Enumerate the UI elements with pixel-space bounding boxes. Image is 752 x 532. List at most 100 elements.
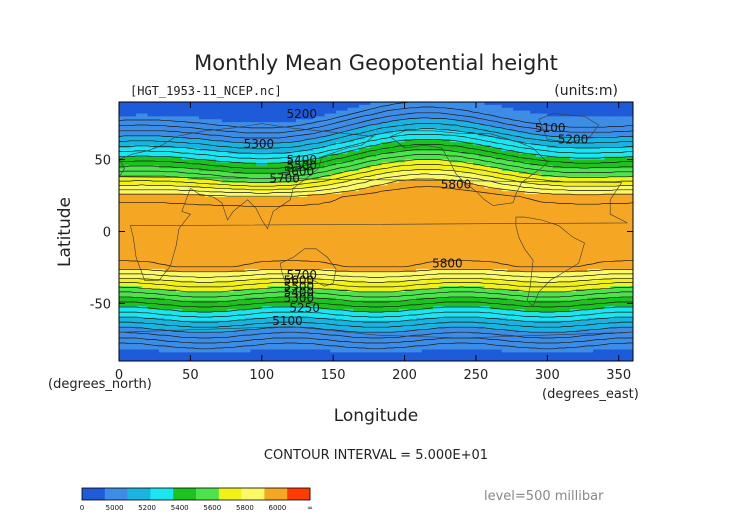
- band-cell: [381, 234, 389, 238]
- band-cell: [501, 234, 508, 238]
- band-cell: [427, 133, 434, 138]
- band-cell: [307, 208, 314, 212]
- band-cell: [393, 173, 400, 178]
- band-cell: [381, 199, 389, 204]
- band-cell: [198, 159, 206, 164]
- band-cell: [364, 240, 371, 244]
- band-cell: [421, 214, 428, 218]
- band-cell: [119, 148, 126, 152]
- band-cell: [593, 251, 600, 256]
- band-cell: [153, 199, 160, 204]
- band-cell: [558, 225, 566, 230]
- band-cell: [513, 217, 520, 221]
- band-cell: [627, 185, 633, 189]
- band-cell: [513, 133, 520, 138]
- band-cell: [381, 194, 389, 198]
- band-cell: [513, 196, 520, 201]
- band-cell: [347, 185, 354, 189]
- band-cell: [284, 130, 291, 135]
- band-cell: [553, 254, 560, 258]
- band-cell: [524, 168, 531, 172]
- band-cell: [124, 162, 132, 166]
- band-cell: [570, 156, 577, 161]
- band-cell: [364, 248, 371, 253]
- band-cell: [467, 133, 474, 138]
- band-cell: [484, 162, 491, 166]
- band-cell: [376, 145, 383, 149]
- band-cell: [147, 107, 154, 112]
- band-cell: [301, 125, 309, 129]
- band-cell: [261, 214, 269, 218]
- band-cell: [358, 214, 366, 218]
- band-cell: [450, 257, 457, 261]
- band-cell: [158, 162, 166, 166]
- band-cell: [495, 171, 503, 175]
- band-cell: [404, 168, 411, 172]
- band-cell: [621, 107, 628, 112]
- band-cell: [250, 130, 257, 135]
- band-cell: [433, 194, 440, 198]
- band-cell: [147, 248, 154, 253]
- band-cell: [221, 104, 229, 109]
- band-cell: [164, 122, 171, 126]
- band-cell: [564, 113, 571, 117]
- band-cell: [370, 205, 377, 210]
- band-cell: [478, 145, 486, 149]
- band-cell: [581, 110, 588, 115]
- band-cell: [221, 240, 229, 244]
- band-cell: [421, 171, 428, 175]
- band-cell: [187, 214, 194, 218]
- band-cell: [341, 102, 349, 106]
- band-cell: [187, 199, 194, 204]
- band-cell: [181, 119, 189, 123]
- band-cell: [404, 222, 411, 227]
- band-cell: [330, 110, 337, 115]
- band-cell: [336, 240, 343, 244]
- band-cell: [421, 110, 428, 115]
- band-cell: [238, 211, 246, 215]
- band-cell: [518, 208, 526, 212]
- band-cell: [524, 228, 531, 233]
- band-cell: [364, 191, 371, 195]
- band-cell: [284, 260, 291, 264]
- band-cell: [473, 119, 480, 123]
- band-cell: [461, 251, 468, 256]
- band-cell: [547, 257, 554, 261]
- band-cell: [553, 171, 560, 175]
- band-cell: [433, 136, 440, 141]
- band-cell: [461, 116, 468, 120]
- band-cell: [364, 130, 371, 135]
- band-cell: [398, 104, 406, 109]
- band-cell: [261, 243, 269, 247]
- band-cell: [176, 110, 183, 115]
- band-cell: [164, 254, 171, 258]
- band-cell: [507, 125, 514, 129]
- band-cell: [421, 257, 428, 261]
- band-cell: [193, 150, 200, 155]
- band-cell: [250, 205, 257, 210]
- band-cell: [575, 191, 583, 195]
- band-cell: [398, 130, 406, 135]
- band-cell: [575, 159, 583, 164]
- band-cell: [530, 185, 537, 189]
- band-cell: [518, 142, 526, 146]
- band-cell: [484, 248, 491, 253]
- band-cell: [501, 165, 508, 169]
- band-cell: [227, 219, 234, 224]
- band-cell: [238, 104, 246, 109]
- band-cell: [444, 251, 451, 256]
- band-cell: [627, 107, 633, 112]
- band-cell: [547, 150, 554, 155]
- band-cell: [261, 254, 269, 258]
- band-cell: [410, 240, 417, 244]
- band-cell: [210, 104, 217, 109]
- band-cell: [370, 145, 377, 149]
- band-cell: [290, 194, 297, 198]
- band-cell: [193, 139, 200, 143]
- band-cell: [347, 119, 354, 123]
- band-cell: [444, 231, 451, 235]
- band-cell: [444, 185, 451, 189]
- band-cell: [610, 102, 617, 106]
- band-cell: [301, 176, 309, 181]
- band-cell: [444, 196, 451, 201]
